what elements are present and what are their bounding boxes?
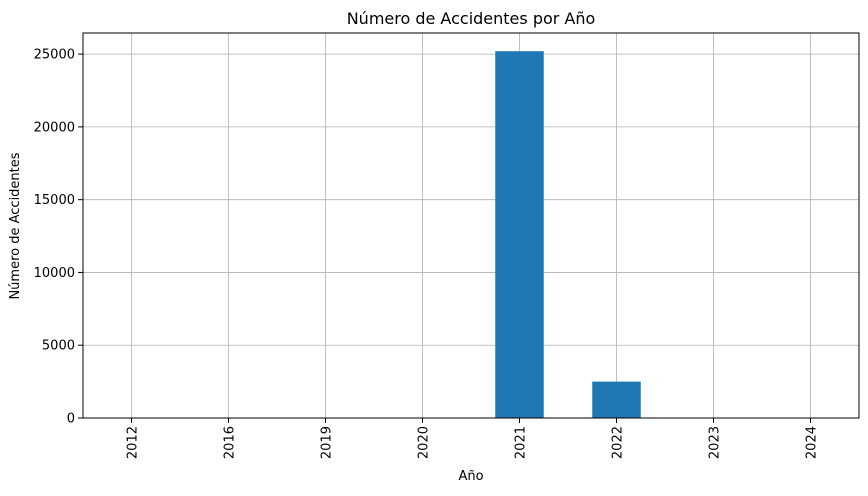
y-axis-label: Número de Accidentes <box>8 152 23 299</box>
x-tick-label: 2020 <box>417 426 432 459</box>
y-tick-label: 0 <box>67 412 75 427</box>
y-axis-ticks: 0 5000 10000 15000 20000 25000 <box>34 48 83 427</box>
x-axis-ticks: 2012 2016 2019 2020 2021 2022 2023 2024 <box>126 418 820 459</box>
y-tick-label: 10000 <box>34 266 75 281</box>
y-tick-label: 25000 <box>34 48 75 63</box>
x-tick-label: 2019 <box>320 426 335 459</box>
x-tick-label: 2023 <box>708 426 723 459</box>
bar-2022 <box>592 382 641 418</box>
x-tick-label: 2021 <box>514 426 529 459</box>
bar-2021 <box>495 51 544 418</box>
x-axis-label: Año <box>458 469 483 484</box>
x-tick-label: 2022 <box>611 426 626 459</box>
x-tick-label: 2012 <box>126 426 141 459</box>
y-tick-label: 15000 <box>34 193 75 208</box>
grid-lines <box>83 33 859 418</box>
x-tick-label: 2024 <box>805 426 820 459</box>
y-tick-label: 5000 <box>42 339 75 354</box>
y-tick-label: 20000 <box>34 120 75 135</box>
plot-frame <box>83 33 859 418</box>
chart-title: Número de Accidentes por Año <box>347 9 596 28</box>
x-tick-label: 2016 <box>223 426 238 459</box>
bars <box>107 51 835 418</box>
axes <box>83 33 859 418</box>
